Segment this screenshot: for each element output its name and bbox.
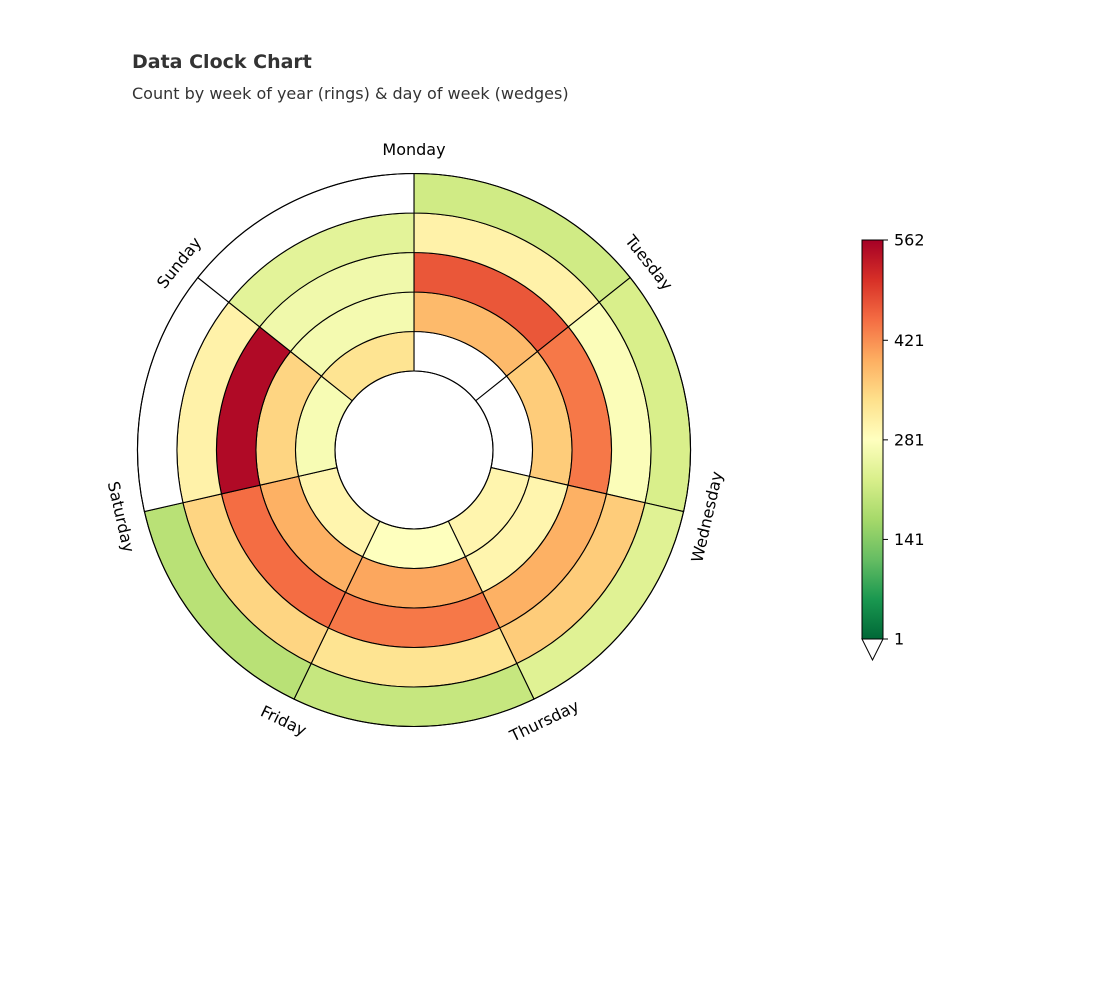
day-label-monday: Monday [382,140,445,159]
ring-3 [215,251,613,649]
ring-2 [255,291,573,609]
day-label-wednesday: Wednesday [687,470,726,565]
chart-subtitle: Count by week of year (rings) & day of w… [132,84,569,103]
chart-title: Data Clock Chart [132,51,312,73]
cell-ring-1-thursday [361,520,467,570]
rings-layer [136,172,692,728]
colorbar-tick-label: 562 [894,231,925,250]
ring-4 [176,212,652,688]
day-label-friday: Friday [258,702,310,740]
colorbar-tick-label: 281 [894,430,925,449]
colorbar-extend-min [861,638,884,662]
colorbar: 1 141 281 421 562 [861,231,925,662]
day-label-saturday: Saturday [104,480,139,555]
colorbar-tick-label: 421 [894,331,925,350]
colorbar-tick-label: 141 [894,530,925,549]
inner-circle [334,370,494,530]
colorbar-tick-label: 1 [894,630,904,649]
colorbar-gradient [861,239,884,640]
ring-1 [294,330,534,570]
